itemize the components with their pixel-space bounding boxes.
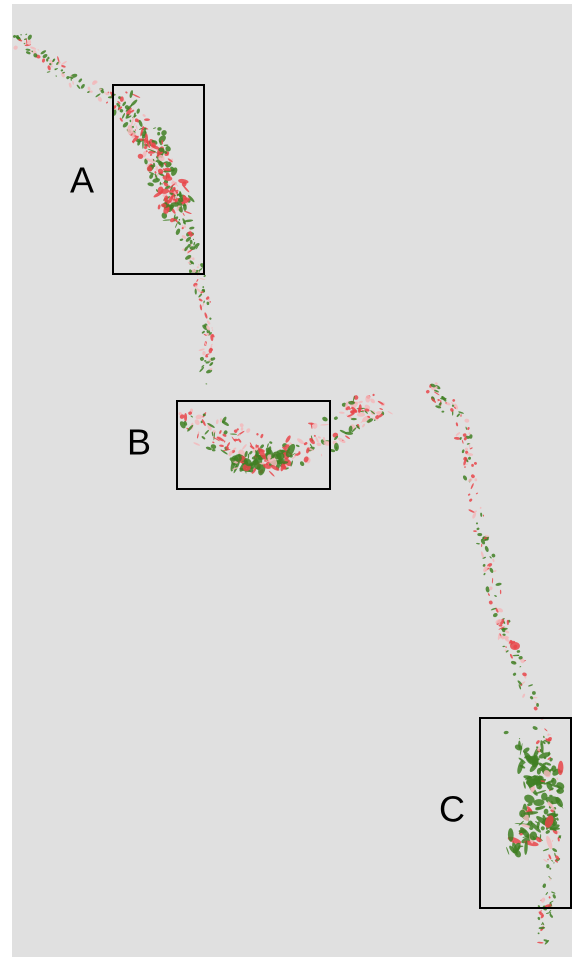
map: A B C xyxy=(0,0,572,957)
patch xyxy=(127,125,132,135)
region-label: B xyxy=(127,422,151,463)
patch xyxy=(477,533,482,536)
patch xyxy=(184,413,187,422)
patch xyxy=(209,348,212,353)
patch xyxy=(46,58,48,61)
region-label: C xyxy=(439,789,465,830)
region-label: A xyxy=(70,160,94,201)
page: A B C (() => { const data = JSON.parse(d… xyxy=(0,0,572,957)
patch xyxy=(510,642,520,650)
map-background xyxy=(12,4,572,957)
